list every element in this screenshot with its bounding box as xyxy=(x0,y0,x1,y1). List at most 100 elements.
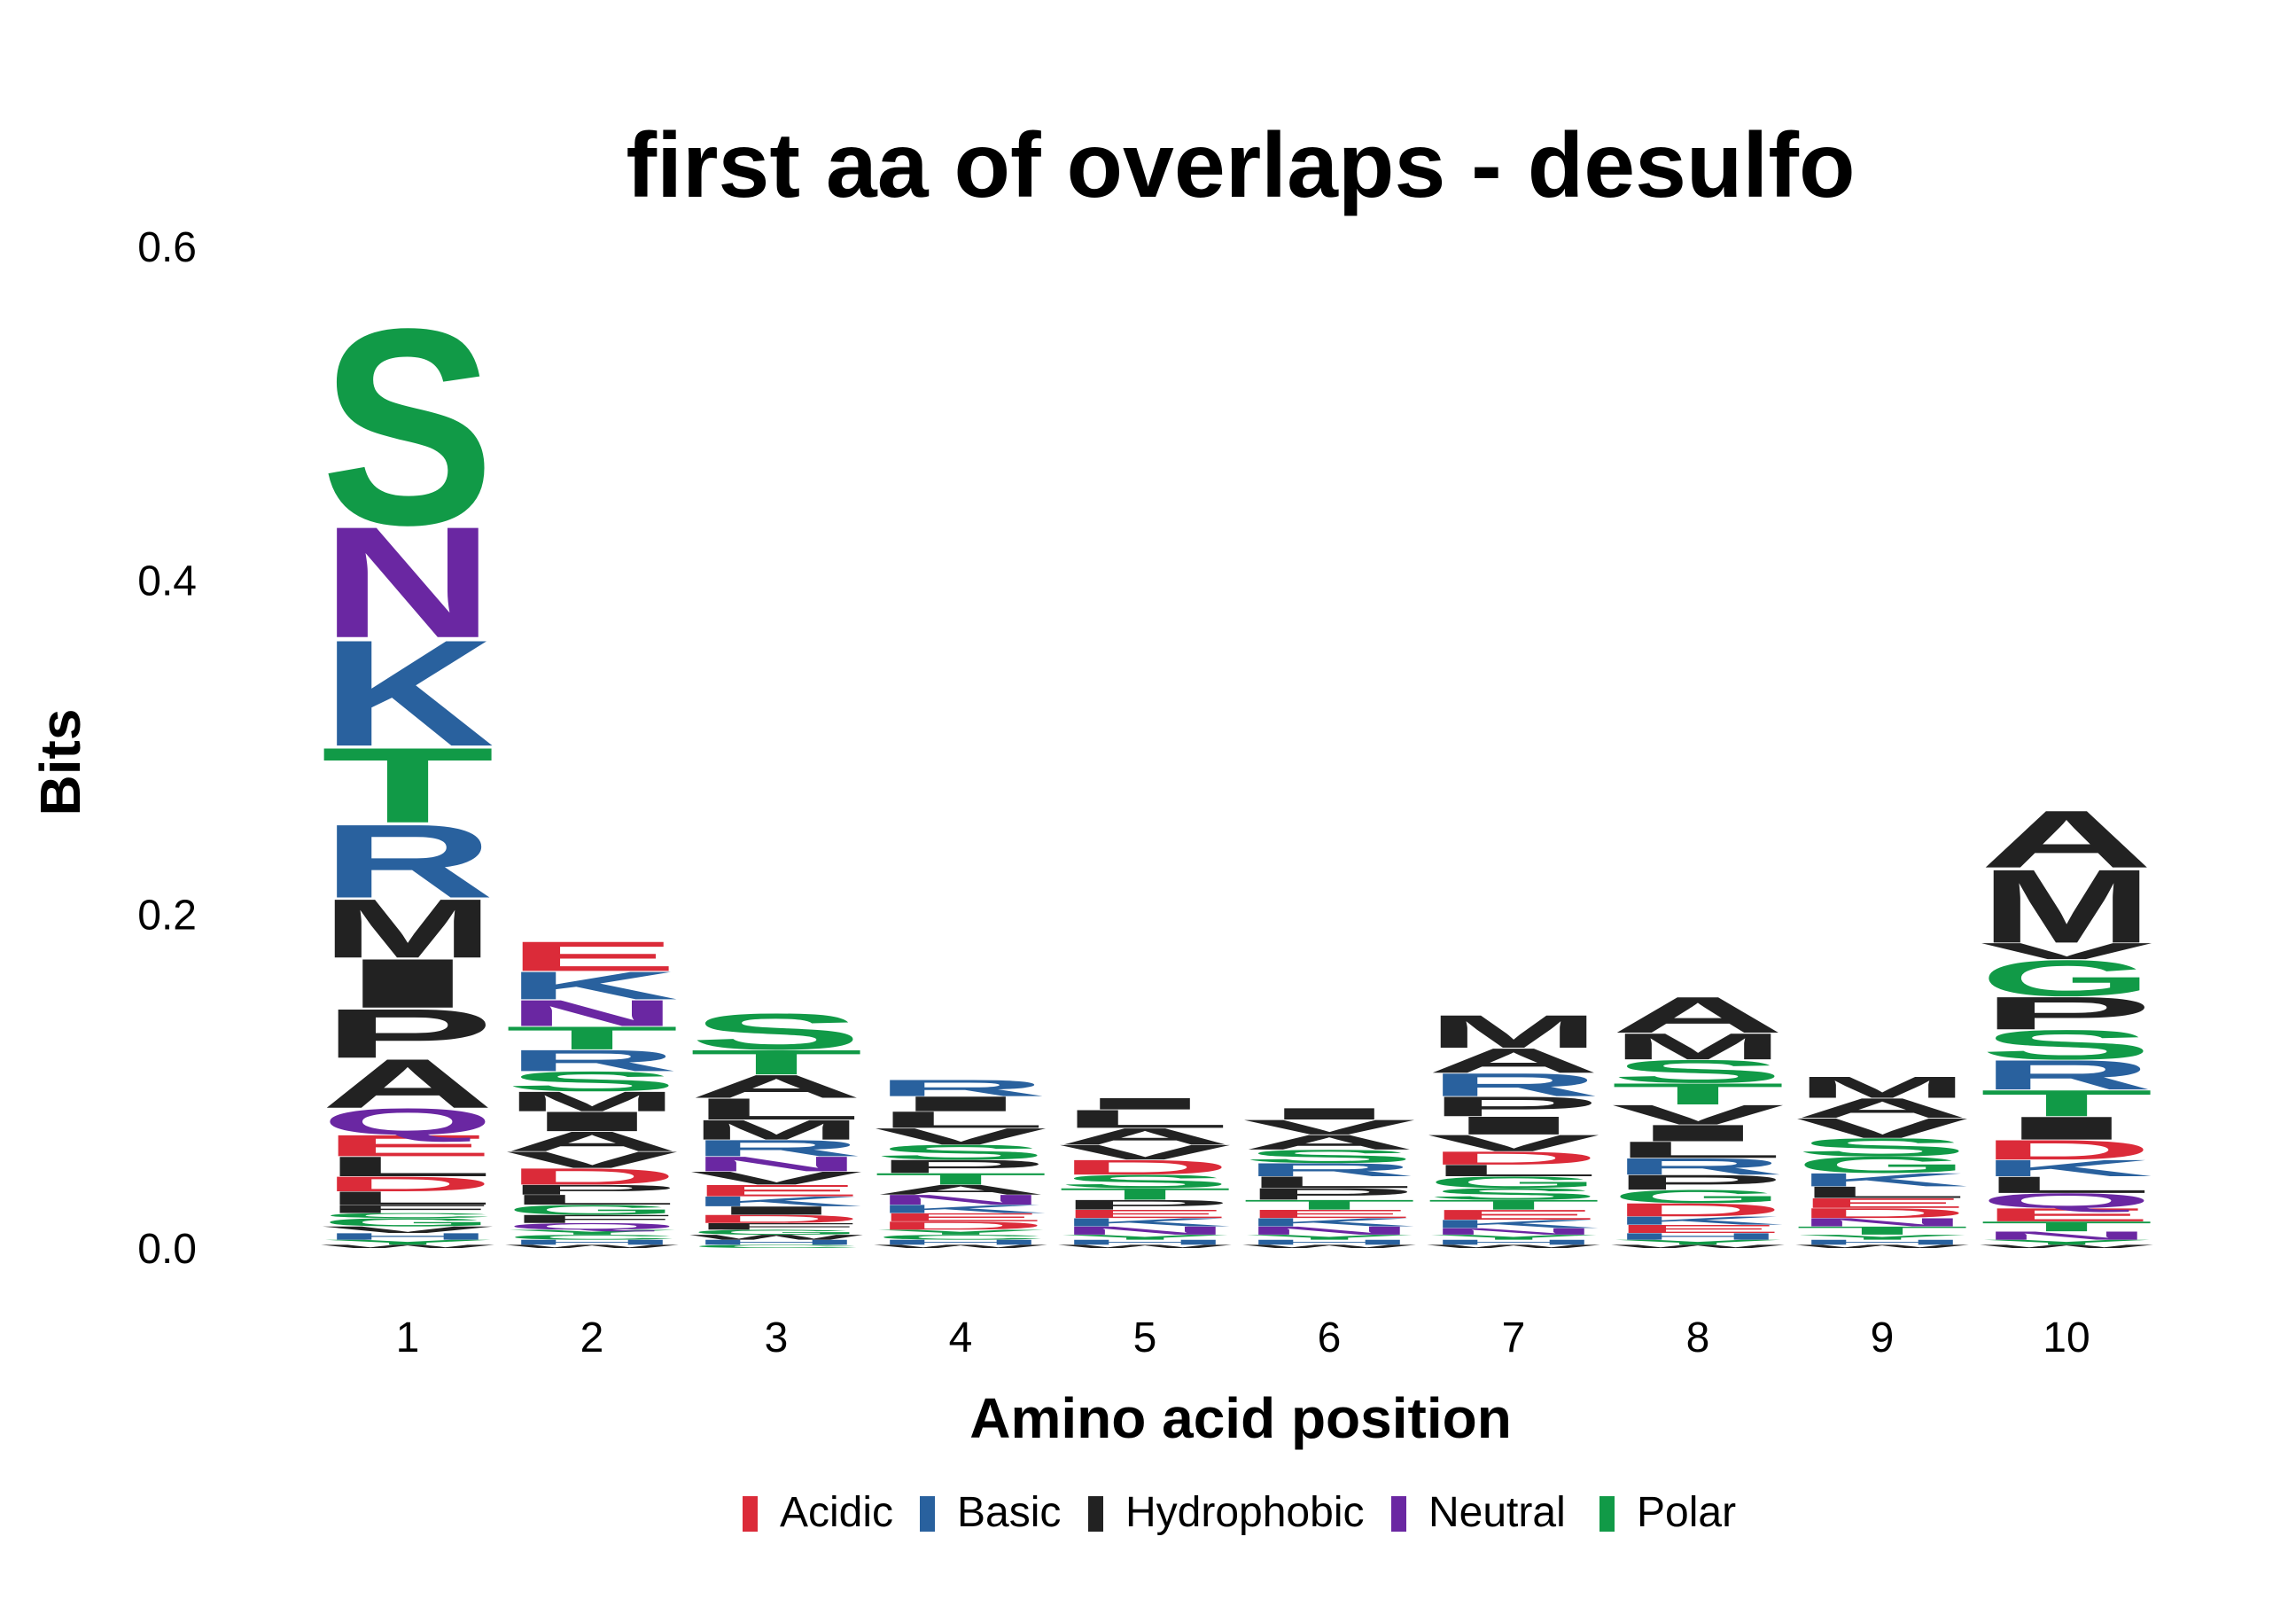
logo-letter-a: A xyxy=(505,1126,679,1157)
logo-letter-k: K xyxy=(1058,1216,1232,1229)
logo-letter-t: T xyxy=(1058,1185,1232,1203)
logo-letter-n: N xyxy=(1242,1224,1416,1237)
legend-swatch xyxy=(920,1496,935,1532)
x-tick-label: 4 xyxy=(949,1314,973,1361)
logo-letter-a: A xyxy=(689,1068,863,1104)
logo-letter-q: Q xyxy=(1980,1190,2153,1213)
logo-letter-s: S xyxy=(874,1141,1047,1164)
logo-letter-w: W xyxy=(1058,1244,1233,1249)
logo-letter-t: T xyxy=(689,1043,863,1082)
logo-letter-y: Y xyxy=(321,1238,494,1246)
logo-letter-l: L xyxy=(321,1188,494,1208)
logo-letter-l: L xyxy=(1427,1162,1600,1180)
logo-letter-g: G xyxy=(1611,1187,1785,1207)
logo-letter-g: G xyxy=(689,1228,863,1236)
logo-letter-w: W xyxy=(1795,1244,1970,1249)
logo-letter-i: I xyxy=(321,945,494,1023)
logo-letter-p: P xyxy=(1980,987,2153,1040)
logo-letter-y: Y xyxy=(1058,1234,1232,1242)
logo-letter-v: V xyxy=(1795,1112,1969,1143)
logo-letter-s: S xyxy=(1242,1146,1416,1166)
logo-letter-d: D xyxy=(1795,1205,1969,1221)
logo-letter-l: L xyxy=(874,1107,1047,1133)
logo-letter-r: R xyxy=(1427,1066,1600,1103)
y-axis-ticks: 0.0 0.2 0.4 0.6 xyxy=(137,224,197,1273)
logo-letter-g: G xyxy=(321,1216,494,1229)
logo-letter-r: R xyxy=(874,1075,1047,1101)
logo-letter-l: L xyxy=(1058,1104,1232,1134)
logo-letter-i: I xyxy=(1611,1120,1785,1146)
logo-letter-l: L xyxy=(321,1150,494,1182)
logo-letter-h: H xyxy=(874,1238,1047,1246)
logo-letter-w: W xyxy=(321,1244,495,1249)
logo-letter-d: D xyxy=(874,1219,1047,1232)
logo-letter-l: L xyxy=(1980,1172,2153,1197)
logo-letter-k: K xyxy=(1795,1170,1969,1190)
logo-letter-h: H xyxy=(1611,1231,1785,1242)
logo-letter-v: V xyxy=(1980,939,2154,964)
logo-letter-s: S xyxy=(321,270,494,583)
logo-letter-e: E xyxy=(1427,1207,1600,1223)
logo-letter-r: R xyxy=(689,1135,863,1161)
logo-letter-a: A xyxy=(1427,1041,1600,1080)
logo-letter-v: V xyxy=(1611,1099,1785,1130)
logo-letter-t: T xyxy=(874,1170,1047,1188)
legend-label: Basic xyxy=(957,1489,1061,1536)
logo-letter-e: E xyxy=(1242,1207,1416,1221)
logo-letter-w: W xyxy=(1980,1244,2154,1249)
logo-letter-s: S xyxy=(1795,1133,1969,1162)
logo-letter-g: G xyxy=(1427,1174,1600,1191)
legend-swatch xyxy=(1088,1496,1103,1532)
logo-letter-y: Y xyxy=(1242,1234,1416,1242)
logo-letter-c: C xyxy=(689,1244,863,1249)
logo-letter-n: N xyxy=(1795,1216,1969,1229)
logo-letter-p: P xyxy=(321,994,494,1072)
logo-letter-r: R xyxy=(1242,1159,1416,1180)
logo-letter-c: C xyxy=(874,1234,1047,1242)
logo-letter-m: M xyxy=(1980,848,2153,965)
logo-letter-g: G xyxy=(1795,1152,1969,1178)
x-axis-ticks: 1 2 3 4 5 6 7 8 9 10 xyxy=(396,1314,2090,1361)
logo-letter-k: K xyxy=(1980,1156,2154,1182)
logo-letter-n: N xyxy=(1427,1227,1600,1237)
logo-letter-q: Q xyxy=(505,1221,679,1232)
logo-letter-d: D xyxy=(1058,1156,1232,1179)
legend: Acidic Basic Hydrophobic Neutral Polar xyxy=(743,1489,1736,1536)
logo-letter-d: D xyxy=(505,1164,679,1190)
x-tick-label: 9 xyxy=(1871,1314,1895,1361)
logo-letter-k: K xyxy=(874,1203,1047,1216)
logo-letter-v: V xyxy=(874,1124,1048,1150)
logo-letter-n: N xyxy=(689,1152,863,1175)
logo-letter-v: V xyxy=(321,1225,494,1236)
logo-letter-t: T xyxy=(505,1020,679,1057)
logo-letter-h: H xyxy=(1058,1238,1232,1246)
legend-item-hydrophobic: Hydrophobic xyxy=(1088,1489,1364,1536)
logo-letter-w: W xyxy=(505,1244,680,1249)
legend-label: Neutral xyxy=(1428,1489,1566,1536)
logo-letter-p: P xyxy=(1611,1171,1785,1194)
logo-letter-y: Y xyxy=(1611,1238,1785,1246)
logo-letter-h: H xyxy=(1242,1238,1416,1246)
y-tick-label: 0.0 xyxy=(137,1226,197,1273)
y-tick-label: 0.2 xyxy=(137,892,197,939)
logo-letter-e: E xyxy=(505,932,679,979)
logo-letter-k: K xyxy=(505,964,679,1009)
logo-letter-p: P xyxy=(505,1182,679,1198)
logo-letter-v: V xyxy=(1058,1141,1232,1164)
logo-letter-f: F xyxy=(689,1221,863,1232)
logo-letter-m: M xyxy=(1611,1026,1785,1068)
x-axis-label: Amino acid position xyxy=(969,1386,1512,1450)
x-tick-label: 6 xyxy=(1318,1314,1342,1361)
logo-letter-g: G xyxy=(1980,950,2153,1007)
logo-letter-r: R xyxy=(1611,1154,1785,1180)
logo-letter-v: V xyxy=(689,1168,863,1189)
logo-letter-h: H xyxy=(505,1238,679,1246)
logo-letter-l: L xyxy=(1611,1137,1785,1163)
logo-letter-n: N xyxy=(1058,1224,1232,1237)
logo-letter-e: E xyxy=(1058,1207,1232,1221)
